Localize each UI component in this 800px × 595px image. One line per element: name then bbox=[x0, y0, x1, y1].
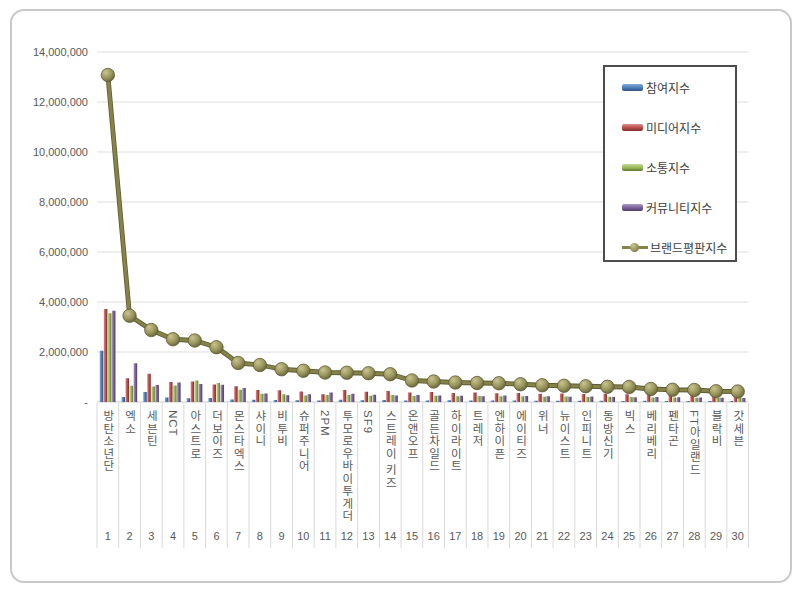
category-label: 트레저 bbox=[466, 410, 488, 530]
y-tick-label: 4,000,000 bbox=[0, 295, 88, 309]
community-swatch bbox=[622, 204, 643, 211]
rank-label: 20 bbox=[510, 530, 532, 542]
rank-label: 30 bbox=[727, 530, 749, 542]
legend-label: 참여지수 bbox=[646, 79, 690, 96]
category-label: 하이라이트 bbox=[445, 410, 467, 530]
category-label: 2PM bbox=[314, 410, 336, 530]
rank-label: 6 bbox=[206, 530, 228, 542]
rank-label: 16 bbox=[423, 530, 445, 542]
communication-swatch bbox=[622, 164, 643, 171]
category-label: 비투비 bbox=[271, 410, 293, 530]
category-label: 온앤오프 bbox=[401, 410, 423, 530]
category-label: 투모로우바이투게더 bbox=[336, 410, 358, 530]
category-label: 방탄소년단 bbox=[97, 410, 119, 530]
rank-label: 2 bbox=[119, 530, 141, 542]
y-tick-label: 2,000,000 bbox=[0, 345, 88, 359]
category-label: 골든차일드 bbox=[423, 410, 445, 530]
category-label: 인피니트 bbox=[575, 410, 597, 530]
category-label: 엑소 bbox=[119, 410, 141, 530]
category-label: 위너 bbox=[531, 410, 553, 530]
rank-label: 11 bbox=[314, 530, 336, 542]
legend-entry-media: 미디어지수 bbox=[622, 120, 701, 134]
rank-label: 5 bbox=[184, 530, 206, 542]
category-label: 에이티즈 bbox=[510, 410, 532, 530]
rank-label: 10 bbox=[292, 530, 314, 542]
rank-label: 28 bbox=[683, 530, 705, 542]
category-label: 더보이즈 bbox=[206, 410, 228, 530]
rank-label: 29 bbox=[705, 530, 727, 542]
category-label: NCT bbox=[162, 410, 184, 530]
rank-label: 22 bbox=[553, 530, 575, 542]
participation-swatch bbox=[622, 84, 643, 91]
rank-label: 13 bbox=[358, 530, 380, 542]
legend-entry-communication: 소통지수 bbox=[622, 160, 690, 174]
legend-entry-community: 커뮤니티지수 bbox=[622, 200, 712, 214]
rank-label: 1 bbox=[97, 530, 119, 542]
rank-label: 8 bbox=[249, 530, 271, 542]
legend-entry-participation: 참여지수 bbox=[622, 80, 690, 94]
rank-label: 19 bbox=[488, 530, 510, 542]
y-tick-label: 8,000,000 bbox=[0, 195, 88, 209]
category-label: 엔하이픈 bbox=[488, 410, 510, 530]
category-label: FT아일랜드 bbox=[683, 410, 705, 530]
category-label: 아스트로 bbox=[184, 410, 206, 530]
media-swatch bbox=[622, 124, 643, 131]
rank-label: 7 bbox=[227, 530, 249, 542]
rank-label: 14 bbox=[379, 530, 401, 542]
category-label: 베리베리 bbox=[640, 410, 662, 530]
category-label: 뉴이스트 bbox=[553, 410, 575, 530]
rank-label: 18 bbox=[466, 530, 488, 542]
y-tick-label: - bbox=[0, 395, 88, 409]
y-tick-label: 6,000,000 bbox=[0, 245, 88, 259]
rank-label: 4 bbox=[162, 530, 184, 542]
rank-label: 3 bbox=[140, 530, 162, 542]
y-tick-label: 14,000,000 bbox=[0, 45, 88, 59]
y-tick-label: 10,000,000 bbox=[0, 145, 88, 159]
rank-label: 21 bbox=[531, 530, 553, 542]
category-label: 샤이니 bbox=[249, 410, 271, 530]
rank-label: 12 bbox=[336, 530, 358, 542]
category-label: 갓세븐 bbox=[727, 410, 749, 530]
legend: 참여지수 미디어지수 소통지수 커뮤니티지수 브랜드평판지수 bbox=[603, 65, 737, 262]
category-label: 슈퍼주니어 bbox=[292, 410, 314, 530]
category-label: 블락비 bbox=[705, 410, 727, 530]
rank-label: 27 bbox=[662, 530, 684, 542]
legend-entry-brand-reputation: 브랜드평판지수 bbox=[622, 240, 727, 254]
rank-label: 24 bbox=[597, 530, 619, 542]
brand-reputation-line-swatch bbox=[622, 240, 648, 254]
legend-label: 커뮤니티지수 bbox=[646, 199, 712, 216]
category-label: SF9 bbox=[358, 410, 380, 530]
category-label: 스트레이 키즈 bbox=[379, 410, 401, 530]
category-label: 동방신기 bbox=[597, 410, 619, 530]
legend-label: 소통지수 bbox=[646, 159, 690, 176]
rank-label: 9 bbox=[271, 530, 293, 542]
rank-label: 17 bbox=[445, 530, 467, 542]
legend-label: 브랜드평판지수 bbox=[650, 239, 727, 256]
rank-label: 25 bbox=[618, 530, 640, 542]
y-tick-label: 12,000,000 bbox=[0, 95, 88, 109]
rank-label: 26 bbox=[640, 530, 662, 542]
category-label: 몬스타엑스 bbox=[227, 410, 249, 530]
category-label: 빅스 bbox=[618, 410, 640, 530]
category-label: 세븐틴 bbox=[140, 410, 162, 530]
legend-label: 미디어지수 bbox=[646, 119, 701, 136]
category-label: 펜타곤 bbox=[662, 410, 684, 530]
rank-label: 23 bbox=[575, 530, 597, 542]
rank-label: 15 bbox=[401, 530, 423, 542]
